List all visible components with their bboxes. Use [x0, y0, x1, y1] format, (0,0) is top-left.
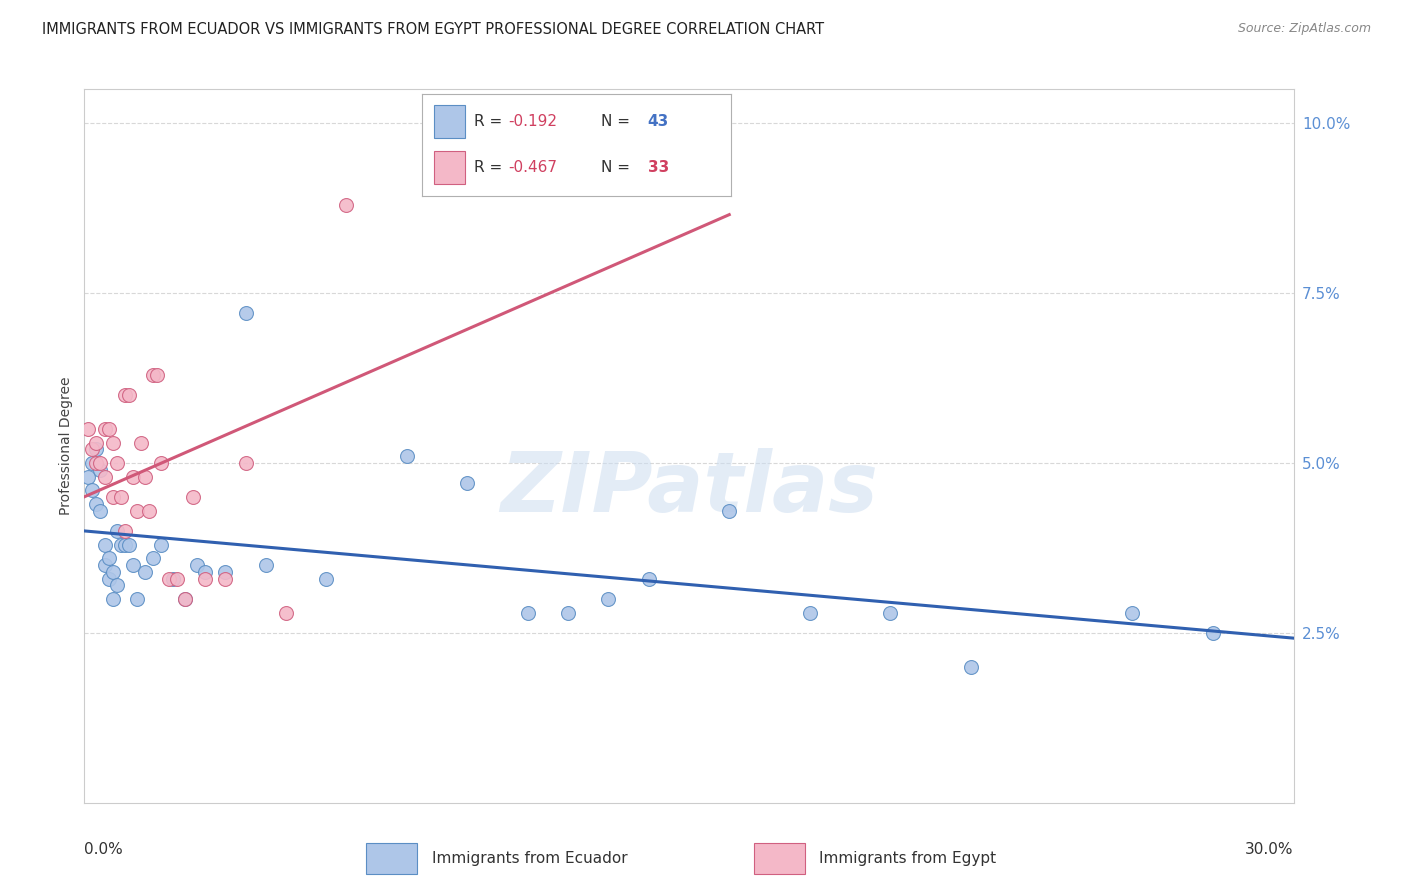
Point [86, 442, 108, 457]
Text: 33: 33 [648, 160, 669, 175]
Text: N =: N = [602, 114, 636, 128]
Point [121, 469, 143, 483]
Point [105, 456, 128, 470]
FancyBboxPatch shape [754, 843, 804, 874]
Point [105, 578, 128, 592]
Point [214, 572, 236, 586]
Point [82, 456, 104, 470]
Point [118, 537, 141, 551]
Point [125, 591, 148, 606]
Point [1202, 626, 1225, 640]
Point [97, 551, 120, 566]
Point [879, 606, 901, 620]
Point [149, 537, 172, 551]
Point [97, 422, 120, 436]
Point [97, 572, 120, 586]
Point [89, 463, 111, 477]
FancyBboxPatch shape [434, 151, 465, 184]
Point [105, 524, 128, 538]
Point [181, 490, 204, 504]
Point [194, 565, 217, 579]
Y-axis label: Professional Degree: Professional Degree [59, 376, 73, 516]
Point [166, 572, 188, 586]
Point [82, 483, 104, 498]
Point [456, 476, 478, 491]
Point [162, 572, 184, 586]
Text: IMMIGRANTS FROM ECUADOR VS IMMIGRANTS FROM EGYPT PROFESSIONAL DEGREE CORRELATION: IMMIGRANTS FROM ECUADOR VS IMMIGRANTS FR… [42, 22, 824, 37]
Point [194, 572, 217, 586]
Point [110, 490, 132, 504]
Point [93, 469, 115, 483]
Point [121, 558, 143, 572]
Text: -0.467: -0.467 [509, 160, 557, 175]
Point [82, 442, 104, 457]
Point [101, 591, 124, 606]
Point [134, 565, 156, 579]
FancyBboxPatch shape [366, 843, 418, 874]
Point [174, 591, 197, 606]
Point [235, 306, 257, 320]
Point [110, 537, 132, 551]
Point [960, 660, 983, 674]
Text: ZIPatlas: ZIPatlas [501, 449, 877, 529]
Point [86, 497, 108, 511]
Text: Immigrants from Ecuador: Immigrants from Ecuador [432, 851, 627, 866]
Point [114, 388, 136, 402]
Point [89, 456, 111, 470]
Point [274, 606, 297, 620]
Point [395, 449, 418, 463]
Point [77, 469, 100, 483]
Point [799, 606, 821, 620]
Text: R =: R = [474, 160, 508, 175]
FancyBboxPatch shape [434, 105, 465, 137]
Point [93, 537, 115, 551]
Point [125, 503, 148, 517]
Point [89, 503, 111, 517]
Point [101, 435, 124, 450]
Point [637, 572, 659, 586]
Text: -0.192: -0.192 [509, 114, 557, 128]
Point [101, 490, 124, 504]
Point [557, 606, 579, 620]
Point [157, 572, 180, 586]
Point [114, 537, 136, 551]
Point [101, 565, 124, 579]
Point [86, 456, 108, 470]
Point [134, 469, 156, 483]
Point [235, 456, 257, 470]
Point [86, 435, 108, 450]
Text: Immigrants from Egypt: Immigrants from Egypt [820, 851, 997, 866]
Text: N =: N = [602, 160, 636, 175]
Point [718, 503, 741, 517]
Point [77, 422, 100, 436]
Text: Source: ZipAtlas.com: Source: ZipAtlas.com [1237, 22, 1371, 36]
Point [142, 368, 165, 382]
Point [129, 435, 152, 450]
Point [146, 368, 169, 382]
Point [335, 198, 357, 212]
Point [149, 456, 172, 470]
Point [93, 422, 115, 436]
Text: 0.0%: 0.0% [84, 842, 124, 857]
Text: 43: 43 [648, 114, 669, 128]
Point [118, 388, 141, 402]
Text: R =: R = [474, 114, 508, 128]
Point [93, 558, 115, 572]
Point [174, 591, 197, 606]
Point [436, 170, 458, 185]
Point [1121, 606, 1143, 620]
Point [186, 558, 208, 572]
Point [214, 565, 236, 579]
Point [598, 591, 620, 606]
Point [138, 503, 160, 517]
Point [315, 572, 337, 586]
Point [142, 551, 165, 566]
Point [114, 524, 136, 538]
Text: 30.0%: 30.0% [1246, 842, 1294, 857]
Point [254, 558, 277, 572]
Point [516, 606, 538, 620]
